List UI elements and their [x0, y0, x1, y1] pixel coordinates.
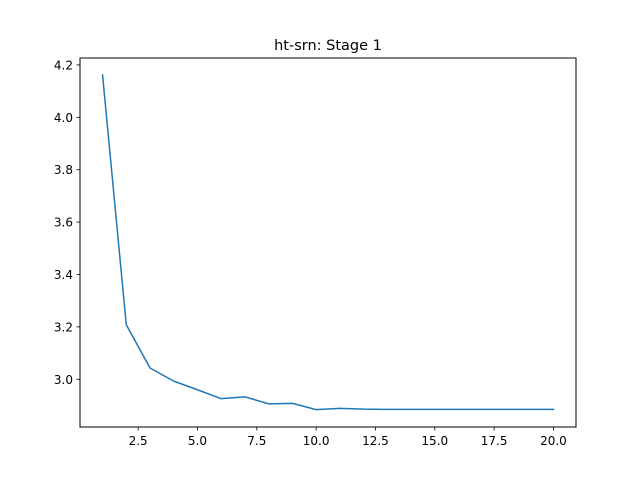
y-tick-label: 3.0 [54, 373, 73, 387]
chart-title: ht-srn: Stage 1 [274, 38, 382, 54]
x-tick-label: 5.0 [188, 434, 207, 448]
y-tick-label: 3.8 [54, 163, 73, 177]
x-tick-label: 15.0 [421, 434, 448, 448]
x-tick-label: 20.0 [540, 434, 567, 448]
x-tick-label: 12.5 [362, 434, 389, 448]
x-tick-label: 7.5 [247, 434, 266, 448]
x-tick-label: 10.0 [303, 434, 330, 448]
series-line [101, 74, 555, 411]
y-tick-label: 4.2 [54, 58, 73, 72]
x-axis-ticks: 2.5 5.0 7.5 10.0 12.5 15.0 17.5 20.0 [129, 427, 567, 448]
x-tick-label: 2.5 [129, 434, 148, 448]
y-axis-ticks: 3.0 3.2 3.4 3.6 3.8 4.0 4.2 [54, 58, 80, 387]
series-layer [101, 74, 555, 411]
plot-area-frame [79, 57, 577, 428]
x-tick-label: 17.5 [481, 434, 508, 448]
y-tick-label: 4.0 [54, 111, 73, 125]
y-tick-label: 3.4 [54, 268, 73, 282]
y-tick-label: 3.2 [54, 320, 73, 334]
y-tick-label: 3.6 [54, 216, 73, 230]
